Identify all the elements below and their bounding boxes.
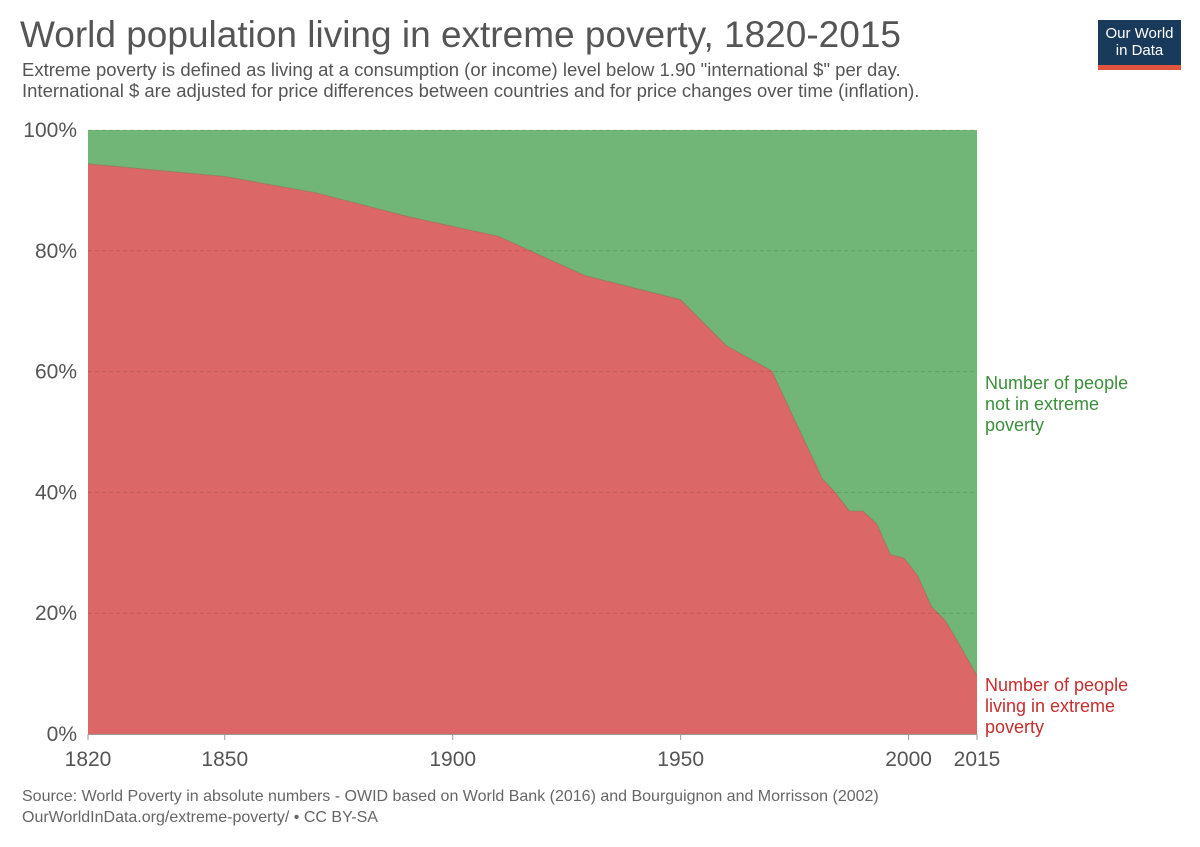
x-tick-label: 1820 (65, 748, 112, 771)
y-tick-label: 20% (35, 602, 77, 625)
series-boundary-line (87, 163, 978, 677)
x-tick-label: 1900 (429, 748, 476, 771)
y-tick-label: 40% (35, 481, 77, 504)
series-label-line: Number of people (985, 373, 1128, 393)
series-label-line: living in extreme (985, 696, 1115, 716)
license-line[interactable]: OurWorldInData.org/extreme-poverty/ • CC… (22, 809, 378, 826)
y-tick-label: 100% (23, 119, 77, 142)
x-tick-label: 1950 (657, 748, 704, 771)
source-note: Source: World Poverty in absolute number… (22, 786, 879, 828)
owid-logo[interactable]: Our World in Data (1098, 20, 1181, 70)
area-not-in-extreme-poverty[interactable] (88, 130, 977, 677)
logo-line-2: in Data (1115, 42, 1164, 59)
x-axis: 1820 1850 1900 1950 2000 2015 (65, 734, 1001, 771)
series-label-line: Number of people (985, 675, 1128, 695)
y-axis: 0% 20% 40% 60% 80% 100% (23, 119, 77, 746)
x-tick-label: 2015 (954, 748, 1001, 771)
series-label-line: not in extreme (985, 394, 1099, 414)
area-living-in-extreme-poverty[interactable] (88, 163, 977, 735)
subtitle-line-2: International $ are adjusted for price d… (22, 80, 920, 101)
subtitle-line-1: Extreme poverty is defined as living at … (22, 59, 901, 80)
y-tick-label: 80% (35, 240, 77, 263)
x-tick-label: 1850 (201, 748, 248, 771)
logo-accent-bar (1098, 65, 1181, 70)
y-tick-label: 60% (35, 361, 77, 384)
grid-overlay (88, 129, 977, 614)
source-line: Source: World Poverty in absolute number… (22, 788, 879, 805)
x-tick-label: 2000 (885, 748, 932, 771)
series-label-line: poverty (985, 717, 1044, 737)
logo-line-1: Our World (1105, 25, 1174, 42)
chart-subtitle: Extreme poverty is defined as living at … (22, 59, 919, 101)
chart-title: World population living in extreme pover… (20, 14, 901, 55)
series-label-line: poverty (985, 415, 1044, 435)
y-tick-label: 0% (47, 723, 77, 746)
